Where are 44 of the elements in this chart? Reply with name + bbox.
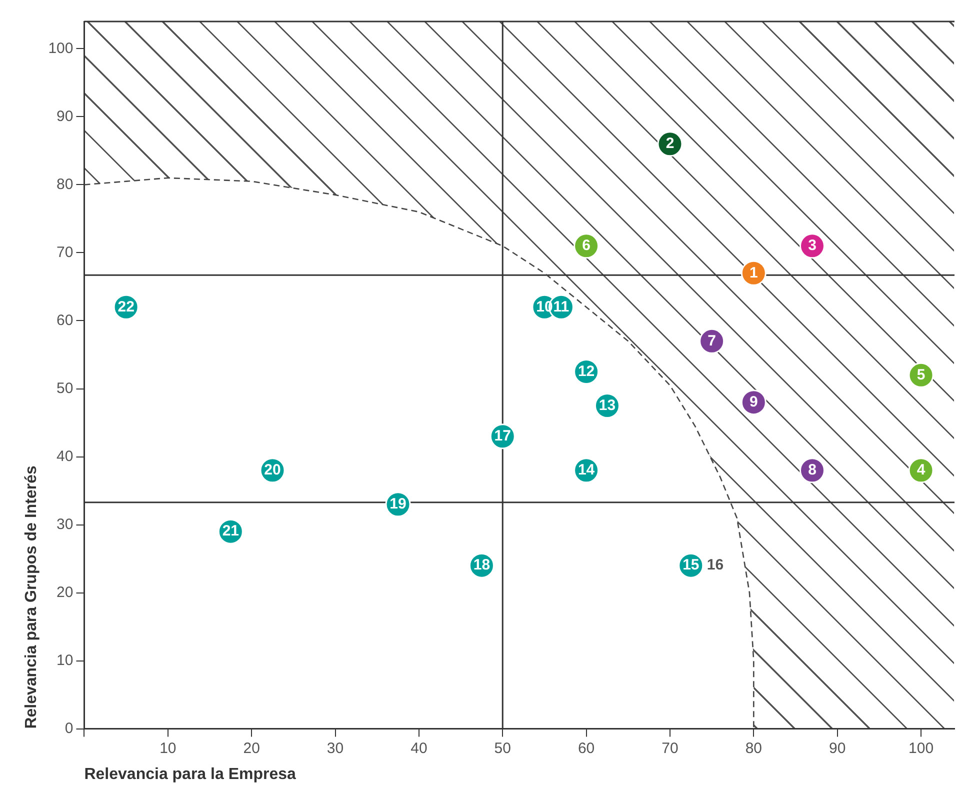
annotation: 7 — [708, 332, 716, 350]
annotation: 17 — [494, 428, 511, 444]
x-tick-label: 60 — [578, 740, 595, 757]
y-tick-label: 80 — [56, 176, 74, 193]
annotation: 13 — [598, 396, 616, 414]
x-tick-label: 30 — [326, 740, 344, 757]
annotation: 9 — [749, 393, 758, 410]
x-tick-label: 20 — [243, 740, 260, 757]
x-tick-label: 100 — [908, 740, 934, 757]
y-tick-label: 40 — [56, 448, 74, 465]
annotation: 12 — [578, 362, 595, 380]
x-tick-label: 90 — [829, 740, 846, 757]
y-tick-label: 60 — [56, 312, 74, 329]
annotation: 2 — [666, 135, 674, 152]
annotation: 18 — [473, 556, 490, 574]
y-tick-label: 70 — [56, 244, 74, 261]
y-tick-label: 50 — [56, 380, 74, 397]
annotation: 6 — [582, 237, 590, 254]
x-tick-label: 40 — [410, 740, 428, 757]
x-tick-label: 10 — [160, 740, 176, 757]
annotation: 19 — [390, 496, 406, 513]
annotation: 1 — [749, 264, 758, 282]
annotation: 20 — [264, 462, 281, 479]
x-tick-label: 50 — [494, 740, 511, 757]
annotation: 5 — [916, 366, 926, 384]
x-tick-label: 80 — [745, 740, 762, 757]
annotation: 22 — [118, 298, 134, 316]
y-tick-label: 0 — [64, 720, 74, 737]
annotation: 8 — [808, 462, 816, 479]
y-tick-label: 20 — [56, 584, 74, 601]
y-tick-label: 10 — [56, 652, 74, 669]
y-axis-title: Relevancia para Grupos de Interés — [23, 465, 40, 729]
annotation: 3 — [808, 237, 816, 254]
y-tick-label: 30 — [56, 516, 74, 533]
annotation: 11 — [553, 298, 570, 316]
annotation: 14 — [578, 462, 596, 479]
y-tick-label: 100 — [48, 40, 74, 57]
annotation: 4 — [916, 462, 926, 479]
x-axis-title: Relevancia para la Empresa — [84, 766, 296, 783]
annotation: 16 — [706, 556, 724, 574]
annotation: 21 — [222, 522, 240, 540]
annotation: 15 — [682, 556, 700, 574]
y-tick-label: 90 — [56, 108, 74, 125]
x-tick-label: 70 — [662, 740, 678, 757]
